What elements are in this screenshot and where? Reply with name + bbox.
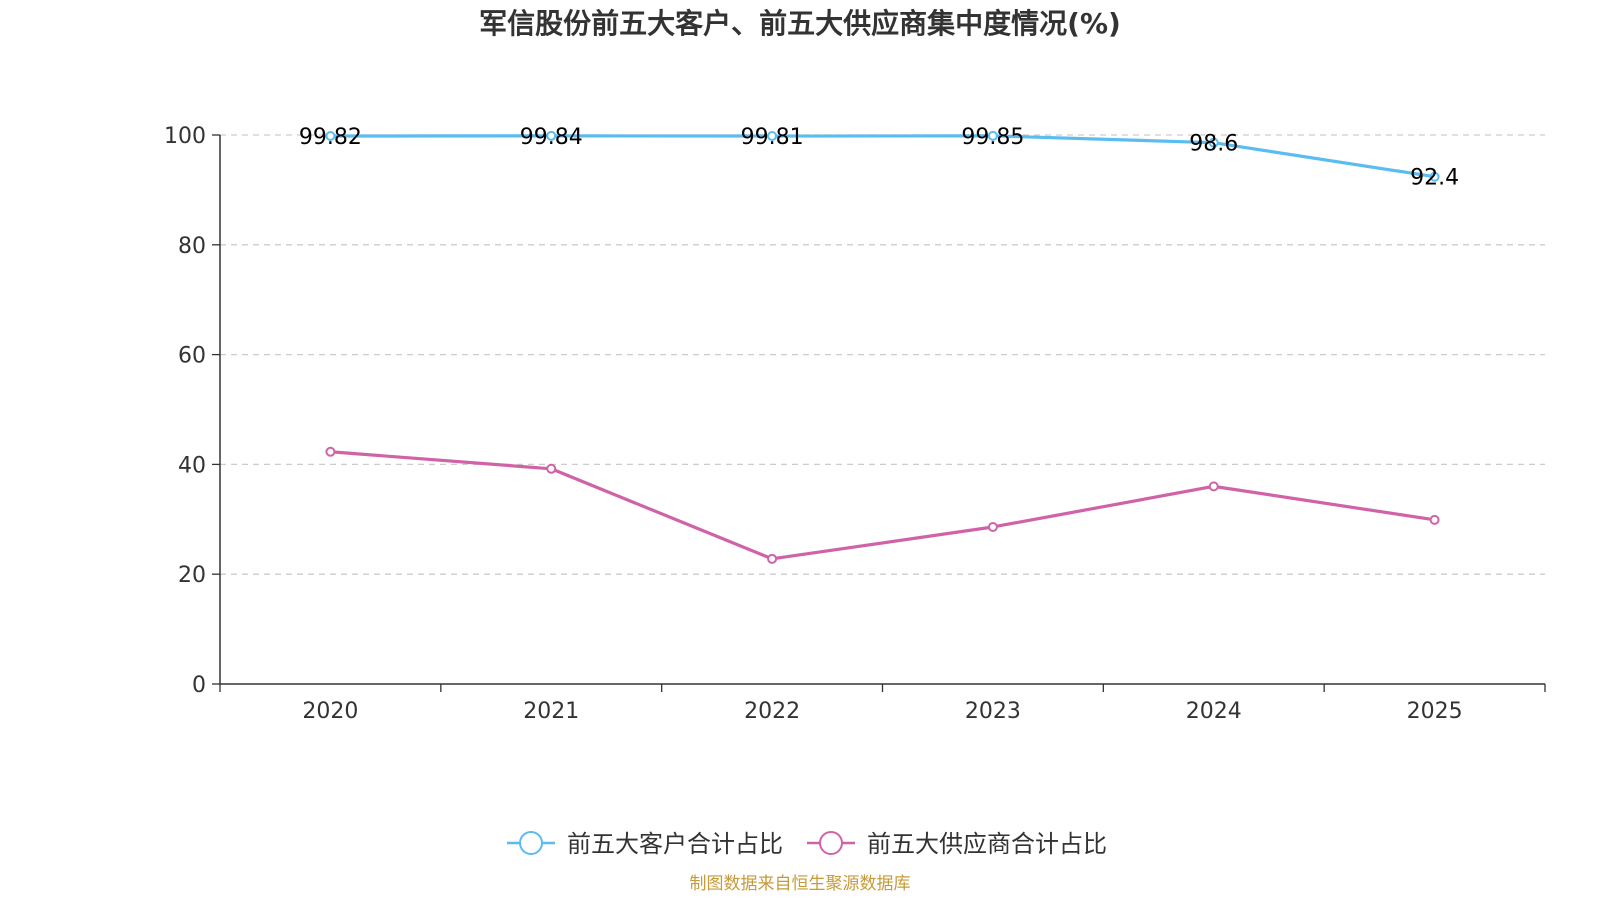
- series-line-1: [330, 450, 1435, 561]
- x-tick-label: 2020: [302, 699, 358, 724]
- y-tick-label: 40: [178, 453, 206, 478]
- data-label: 99.82: [299, 125, 362, 150]
- data-point[interactable]: [987, 130, 998, 141]
- data-point[interactable]: [325, 446, 336, 457]
- legend-marker: [519, 831, 543, 855]
- legend-item-0[interactable]: 前五大客户合计占比: [507, 830, 783, 858]
- x-tick-label: 2024: [1186, 699, 1242, 724]
- grid-lines: [220, 134, 1545, 575]
- data-point[interactable]: [1208, 481, 1219, 492]
- data-point[interactable]: [767, 553, 778, 564]
- data-label: 99.84: [520, 125, 583, 150]
- data-point[interactable]: [1208, 137, 1219, 148]
- data-point[interactable]: [546, 130, 557, 141]
- data-point[interactable]: [987, 521, 998, 532]
- axes: 0 20 40 60 80 100 2020 2021 2022 2023 2024 2025: [164, 124, 1546, 724]
- legend-label: 前五大客户合计占比: [567, 830, 783, 858]
- y-tick-label: 20: [178, 563, 206, 588]
- y-tick-label: 100: [164, 124, 206, 149]
- data-point[interactable]: [1429, 171, 1440, 182]
- data-label: 99.85: [961, 125, 1024, 150]
- chart-title: 军信股份前五大客户、前五大供应商集中度情况(%): [479, 7, 1121, 40]
- x-tick-label: 2025: [1407, 699, 1463, 724]
- legend[interactable]: 前五大客户合计占比 前五大供应商合计占比: [507, 830, 1107, 858]
- series: [325, 130, 1440, 564]
- data-label: 99.81: [741, 125, 804, 150]
- data-point[interactable]: [1429, 514, 1440, 525]
- x-tick-label: 2021: [523, 699, 579, 724]
- source-note: 制图数据来自恒生聚源数据库: [690, 874, 911, 894]
- x-tick-label: 2022: [744, 699, 800, 724]
- y-tick-label: 60: [178, 344, 206, 369]
- data-label: 98.6: [1189, 132, 1238, 157]
- data-labels: 99.82 99.84 99.81 99.85 98.6 92.4: [299, 125, 1459, 191]
- y-tick-label: 80: [178, 234, 206, 259]
- data-label: 92.4: [1410, 166, 1459, 191]
- legend-label: 前五大供应商合计占比: [867, 830, 1107, 858]
- data-point[interactable]: [325, 130, 336, 141]
- x-tick-label: 2023: [965, 699, 1021, 724]
- series-line-0: [330, 134, 1435, 179]
- legend-item-1[interactable]: 前五大供应商合计占比: [807, 830, 1107, 858]
- data-point[interactable]: [546, 463, 557, 474]
- data-point[interactable]: [767, 131, 778, 142]
- legend-marker: [819, 831, 843, 855]
- y-tick-label: 0: [192, 673, 206, 698]
